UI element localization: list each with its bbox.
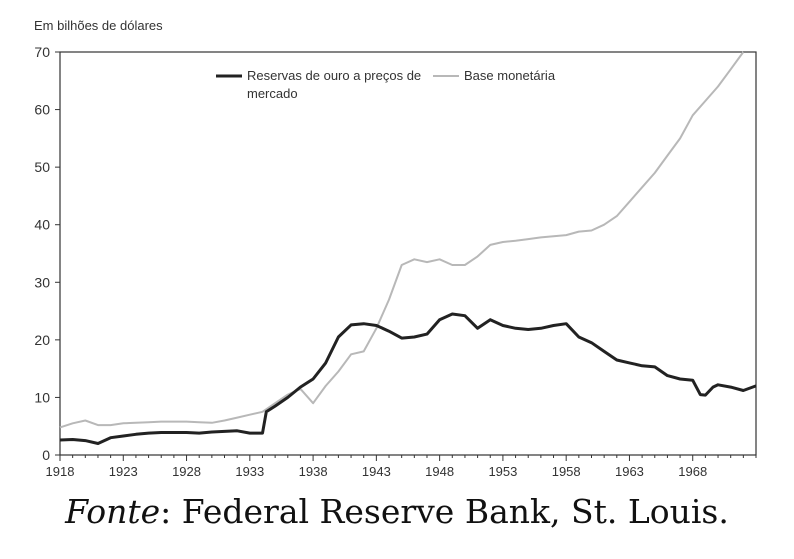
- x-axis: 1918 1923 1928 1933 1938 1943 1948 1953 1958 1963…: [46, 455, 757, 479]
- y-tick-label: 60: [34, 102, 50, 118]
- y-tick-label: 0: [42, 447, 50, 463]
- x-tick-label: 1953: [488, 464, 517, 479]
- x-tick-label: 1918: [46, 464, 75, 479]
- legend-label-gold-line2: mercado: [247, 86, 298, 101]
- series-line-monetary-base: [59, 51, 745, 429]
- x-tick-label: 1963: [615, 464, 644, 479]
- x-tick-label: 1933: [235, 464, 264, 479]
- y-tick-label: 30: [34, 274, 50, 290]
- legend-label-base: Base monetária: [464, 68, 556, 83]
- x-tick-label: 1923: [109, 464, 138, 479]
- x-tick-label: 1958: [552, 464, 581, 479]
- plot-area: [59, 51, 757, 456]
- legend: Reservas de ouro a preços de mercado Bas…: [216, 68, 556, 101]
- x-tick-label: 1968: [678, 464, 707, 479]
- y-axis: 0 10 20 30 40 50 60 70: [34, 44, 60, 463]
- x-tick-label: 1928: [172, 464, 201, 479]
- plot-frame: [59, 51, 757, 456]
- line-chart: Em bilhões de dólares 0 10 20 30 40 50 60 70 19…: [34, 18, 757, 479]
- source-text: : Federal Reserve Bank, St. Louis.: [160, 492, 729, 531]
- y-tick-label: 10: [34, 389, 50, 405]
- source-prefix: Fonte: [65, 492, 161, 531]
- series-line-gold-reserves: [59, 312, 757, 445]
- y-tick-label: 70: [34, 44, 50, 60]
- x-tick-label: 1938: [299, 464, 328, 479]
- y-tick-label: 40: [34, 217, 50, 233]
- series-group: [59, 51, 757, 445]
- legend-label-gold-line1: Reservas de ouro a preços de: [247, 68, 421, 83]
- y-tick-label: 50: [34, 159, 50, 175]
- y-unit-label: Em bilhões de dólares: [34, 18, 163, 33]
- x-tick-label: 1943: [362, 464, 391, 479]
- source-note: Fonte: Federal Reserve Bank, St. Louis.: [0, 492, 794, 531]
- y-tick-label: 20: [34, 332, 50, 348]
- x-tick-label: 1948: [425, 464, 454, 479]
